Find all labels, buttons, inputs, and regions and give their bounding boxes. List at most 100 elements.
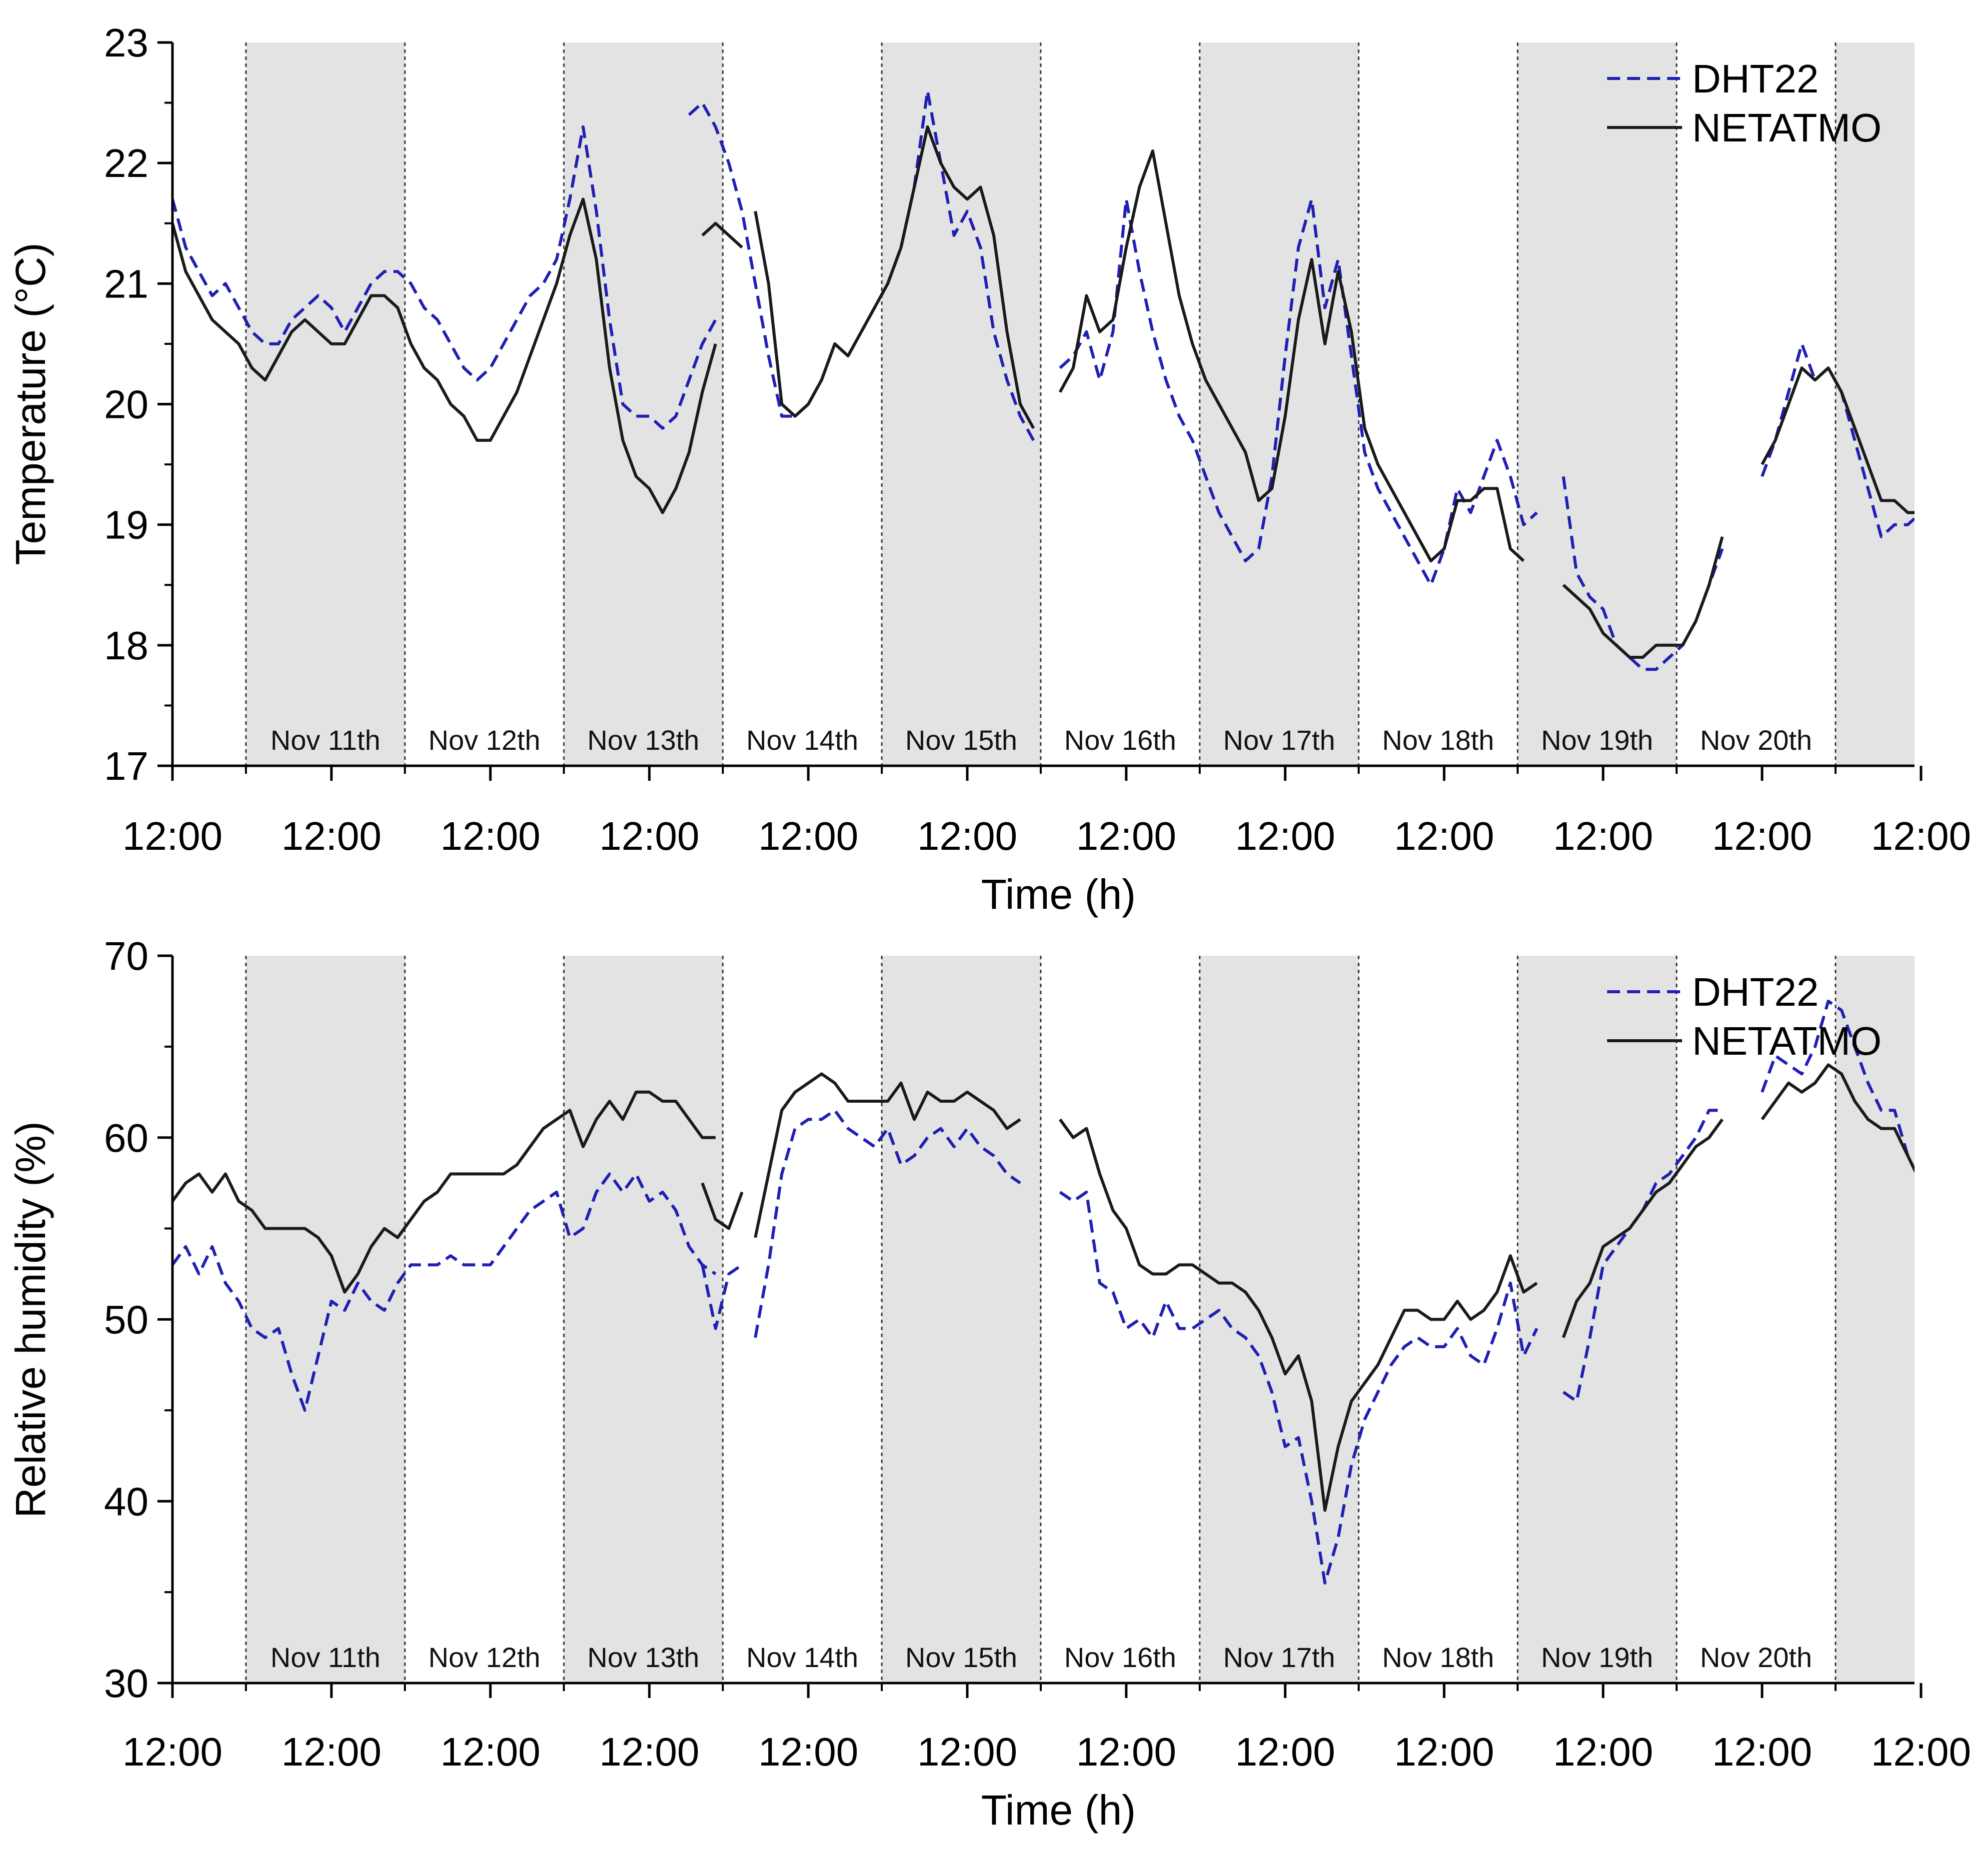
day-band-label: Nov 20th xyxy=(1700,1642,1812,1673)
x-tick-label: 12:00 xyxy=(1871,814,1971,858)
y-tick-label: 21 xyxy=(104,261,148,306)
y-tick-label: 18 xyxy=(104,623,148,668)
day-band-label: Nov 15th xyxy=(905,724,1017,756)
y-axis-label: Relative humidity (%) xyxy=(7,1121,54,1518)
series-netatmo xyxy=(172,1063,1915,1512)
day-band-label: Nov 11th xyxy=(270,1642,380,1673)
x-tick-label: 12:00 xyxy=(1553,1730,1653,1774)
x-tick-label: 12:00 xyxy=(1235,814,1335,858)
y-axis-label: Temperature (°C) xyxy=(7,242,54,565)
series-line-netatmo xyxy=(1761,1063,1915,1173)
x-tick-label: 12:00 xyxy=(917,1730,1017,1774)
y-tick-label: 50 xyxy=(104,1298,148,1342)
day-band-label: Nov 14th xyxy=(746,1642,858,1673)
series-line-netatmo xyxy=(1058,149,1525,562)
x-tick-label: 12:00 xyxy=(917,814,1017,858)
y-tick-label: 22 xyxy=(104,141,148,185)
x-tick-label: 12:00 xyxy=(1076,1730,1176,1774)
humidity-panel: Nov 11th Nov 12th Nov 13th Nov 14th Nov 15th… xyxy=(7,934,1971,1834)
day-band-label: Nov 11th xyxy=(270,724,380,756)
series-line-dht22 xyxy=(1562,476,1724,671)
day-band-label: Nov 18th xyxy=(1382,1642,1494,1673)
y-tick-label: 40 xyxy=(104,1479,148,1524)
x-tick-label: 12:00 xyxy=(281,814,381,858)
x-tick-label: 12:00 xyxy=(1871,1730,1971,1774)
series-line-netatmo xyxy=(172,197,717,514)
x-tick-label: 12:00 xyxy=(1712,1730,1812,1774)
legend-label-netatmo: NETATMO xyxy=(1692,105,1882,150)
series-line-dht22 xyxy=(701,1263,743,1330)
x-tick-label: 12:00 xyxy=(1553,814,1653,858)
y-tick-label: 20 xyxy=(104,382,148,427)
night-band xyxy=(1836,42,1915,766)
series-line-netatmo xyxy=(1562,1118,1724,1338)
day-band-label: Nov 19th xyxy=(1541,1642,1653,1673)
day-band-label: Nov 17th xyxy=(1223,1642,1335,1673)
night-band xyxy=(1518,956,1677,1683)
temperature-panel: Nov 11th Nov 12th Nov 13th Nov 14th Nov 15th… xyxy=(7,20,1971,918)
day-band-label: Nov 16th xyxy=(1064,724,1176,756)
day-bands: Nov 11th Nov 12th Nov 13th Nov 14th Nov 15th… xyxy=(245,42,1915,766)
day-band-label: Nov 19th xyxy=(1541,724,1653,756)
day-band-label: Nov 13th xyxy=(587,724,699,756)
day-band-label: Nov 14th xyxy=(746,724,858,756)
series-netatmo xyxy=(172,125,1915,659)
series-line-dht22 xyxy=(754,1109,1021,1338)
legend-label-netatmo: NETATMO xyxy=(1692,1019,1882,1063)
day-bands: Nov 11th Nov 12th Nov 13th Nov 14th Nov 15th… xyxy=(245,956,1915,1683)
x-tick-label: 12:00 xyxy=(122,1730,222,1774)
x-tick-label: 12:00 xyxy=(758,1730,858,1774)
night-band xyxy=(1200,956,1359,1683)
x-tick-label: 12:00 xyxy=(599,814,699,858)
legend-label-dht22: DHT22 xyxy=(1692,970,1819,1014)
x-tick-label: 12:00 xyxy=(1235,1730,1335,1774)
series-line-dht22 xyxy=(172,125,717,430)
y-tick-label: 17 xyxy=(104,744,148,788)
series-line-netatmo xyxy=(1761,366,1915,514)
x-axis-label: Time (h) xyxy=(981,1787,1136,1834)
x-axis-label: Time (h) xyxy=(981,871,1136,918)
x-tick-label: 12:00 xyxy=(1712,814,1812,858)
day-band-label: Nov 18th xyxy=(1382,724,1494,756)
x-tick-label: 12:00 xyxy=(758,814,858,858)
series-line-dht22 xyxy=(1059,1190,1539,1585)
series-line-netatmo xyxy=(701,1182,744,1230)
day-band-label: Nov 17th xyxy=(1223,724,1335,756)
x-tick-label: 12:00 xyxy=(1076,814,1176,858)
y-tick-label: 70 xyxy=(104,934,148,978)
y-tick-label: 30 xyxy=(104,1661,148,1706)
x-tick-label: 12:00 xyxy=(440,814,540,858)
night-band xyxy=(246,42,405,766)
night-band xyxy=(564,42,723,766)
series-dht22 xyxy=(172,89,1915,671)
day-band-label: Nov 12th xyxy=(428,724,540,756)
series-line-dht22 xyxy=(172,1172,717,1412)
y-tick-label: 23 xyxy=(104,20,148,65)
night-band xyxy=(1836,956,1915,1683)
x-tick-label: 12:00 xyxy=(1394,814,1494,858)
x-tick-label: 12:00 xyxy=(1394,1730,1494,1774)
night-band xyxy=(1518,42,1677,766)
night-band xyxy=(564,956,723,1683)
series-line-netatmo xyxy=(1562,536,1724,659)
series-line-netatmo xyxy=(754,1072,1021,1238)
legend: DHT22 NETATMO xyxy=(1607,970,1882,1063)
series-line-netatmo xyxy=(754,125,1035,429)
series-dht22 xyxy=(172,999,1915,1585)
y-tick-label: 60 xyxy=(104,1116,148,1160)
series-line-netatmo xyxy=(701,221,743,249)
x-tick-label: 12:00 xyxy=(599,1730,699,1774)
day-band-label: Nov 16th xyxy=(1064,1642,1176,1673)
series-line-netatmo xyxy=(172,1090,716,1294)
x-tick-label: 12:00 xyxy=(281,1730,381,1774)
series-line-netatmo xyxy=(1059,1118,1538,1512)
x-tick-label: 12:00 xyxy=(440,1730,540,1774)
day-band-label: Nov 13th xyxy=(587,1642,699,1673)
night-band xyxy=(882,956,1041,1683)
series-line-dht22 xyxy=(1059,197,1538,587)
x-tick-label: 12:00 xyxy=(122,814,222,858)
day-band-label: Nov 15th xyxy=(905,1642,1017,1673)
y-tick-label: 19 xyxy=(104,503,148,547)
legend-label-dht22: DHT22 xyxy=(1692,56,1819,101)
